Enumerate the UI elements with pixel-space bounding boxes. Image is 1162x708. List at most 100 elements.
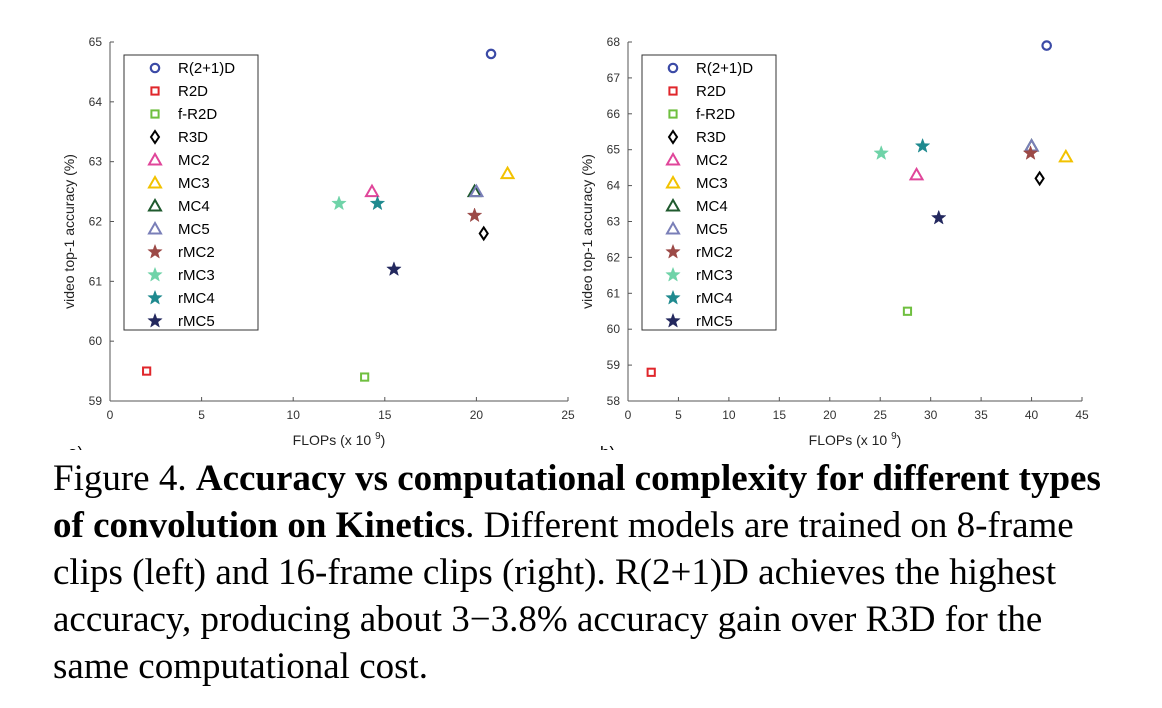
legend-entry: R3D <box>696 129 726 146</box>
legend-entry: R(2+1)D <box>178 60 235 77</box>
chart-panel-b: 0 5 10 15 20 25 30 35 40 45 58 59 60 61 62 63 64 65 66 67 68… <box>579 35 1089 450</box>
data-point <box>873 145 890 160</box>
y-tick-label: 66 <box>607 107 621 121</box>
data-point <box>1041 40 1052 51</box>
legend-entry: rMC4 <box>696 290 733 307</box>
y-tick-label: 63 <box>89 155 103 169</box>
legend-marker <box>665 220 681 235</box>
legend-marker <box>665 197 681 212</box>
legend-entry: rMC5 <box>696 313 733 330</box>
data-point <box>369 195 386 211</box>
figure-caption: Figure 4. Accuracy vs computational comp… <box>53 455 1123 690</box>
legend-marker <box>147 220 163 235</box>
legend-marker <box>665 289 681 305</box>
legend-entry: MC3 <box>696 175 728 192</box>
data-point <box>646 367 656 377</box>
legend-entry: f-R2D <box>696 106 735 123</box>
data-point <box>468 183 485 198</box>
legend-box <box>641 54 777 331</box>
legend-entry: f-R2D <box>178 106 217 123</box>
legend-marker <box>147 266 163 282</box>
y-tick-label: 61 <box>89 274 103 288</box>
y-tick-label: 60 <box>607 322 621 336</box>
x-tick-label: 15 <box>378 408 392 422</box>
panel-label: b) <box>600 443 615 450</box>
legend-marker <box>665 174 681 189</box>
legend-marker <box>147 312 163 328</box>
x-tick-label: 15 <box>773 408 787 422</box>
legend-entry: rMC2 <box>178 244 215 261</box>
legend-entry: R(2+1)D <box>696 60 753 77</box>
y-axis-label: video top-1 accuracy (%) <box>61 154 77 309</box>
data-point <box>1034 170 1045 187</box>
x-tick-label: 10 <box>722 408 736 422</box>
data-point <box>908 166 925 181</box>
x-axis-label: FLOPs (x 10 9) <box>809 431 902 448</box>
y-tick-label: 68 <box>607 35 621 49</box>
x-tick-label: 30 <box>924 408 938 422</box>
data-point <box>360 372 370 382</box>
data-point <box>466 207 483 223</box>
caption-prefix: Figure 4. <box>53 458 196 499</box>
x-tick-label: 0 <box>625 408 632 422</box>
data-point <box>331 195 347 211</box>
data-point <box>386 261 402 277</box>
legend-entry: MC5 <box>696 221 728 238</box>
y-tick-label: 58 <box>607 394 621 408</box>
x-tick-label: 40 <box>1025 408 1039 422</box>
legend-marker <box>665 151 681 166</box>
data-point <box>478 225 489 242</box>
y-axis-label: video top-1 accuracy (%) <box>579 154 595 309</box>
data-point <box>1058 148 1074 163</box>
data-point <box>914 137 931 153</box>
legend-marker <box>149 62 161 74</box>
legend-marker <box>149 129 161 145</box>
data-point <box>364 183 380 198</box>
legend-entry: rMC2 <box>696 244 733 261</box>
legend-entry: MC4 <box>178 198 210 215</box>
legend-marker <box>668 86 678 96</box>
legend-marker <box>665 312 681 328</box>
caption-rest: . Different models are trained on 8-fram… <box>53 505 1074 687</box>
y-tick-label: 65 <box>607 143 621 157</box>
legend-marker <box>147 243 163 259</box>
y-tick-label: 64 <box>89 95 103 109</box>
chart-panel-a: 0 5 10 15 20 25 59 60 61 62 63 64 65 FLOPs (x 10 9) vi… <box>61 35 575 450</box>
y-tick-label: 63 <box>607 215 621 229</box>
legend-marker <box>147 151 163 166</box>
data-point <box>499 165 516 180</box>
data-point <box>142 366 152 376</box>
legend-entry: MC2 <box>178 152 210 169</box>
legend-entry: rMC3 <box>696 267 733 284</box>
legend-marker <box>147 174 163 189</box>
legend-entry: MC4 <box>696 198 728 215</box>
data-point <box>1022 145 1039 160</box>
y-tick-label: 65 <box>89 35 103 49</box>
y-tick-label: 64 <box>607 179 621 193</box>
charts-svg: 0 5 10 15 20 25 59 60 61 62 63 64 65 FLOPs (x 10 9) vi… <box>61 35 1089 450</box>
legend-marker <box>665 243 681 259</box>
legend-marker <box>667 129 679 145</box>
legend-marker <box>147 289 163 305</box>
data-point <box>485 48 497 60</box>
legend-entry: rMC4 <box>178 290 215 307</box>
data-point <box>902 306 913 316</box>
legend-marker <box>147 197 163 212</box>
x-tick-label: 45 <box>1075 408 1089 422</box>
legend-entry: R3D <box>178 129 208 146</box>
legend-entry: MC2 <box>696 152 728 169</box>
x-tick-label: 5 <box>198 408 205 422</box>
x-tick-label: 5 <box>675 408 682 422</box>
legend-entry: R2D <box>178 83 208 100</box>
legend-marker <box>150 109 160 119</box>
legend-marker <box>668 109 678 119</box>
caption-bold: Accuracy vs computational complexity for… <box>53 458 1101 546</box>
legend-box <box>123 54 259 331</box>
x-tick-label: 0 <box>107 408 114 422</box>
y-tick-label: 59 <box>89 394 103 408</box>
x-tick-label: 20 <box>823 408 837 422</box>
legend-entry: R2D <box>696 83 726 100</box>
data-point <box>930 209 947 225</box>
y-tick-label: 67 <box>607 71 621 85</box>
